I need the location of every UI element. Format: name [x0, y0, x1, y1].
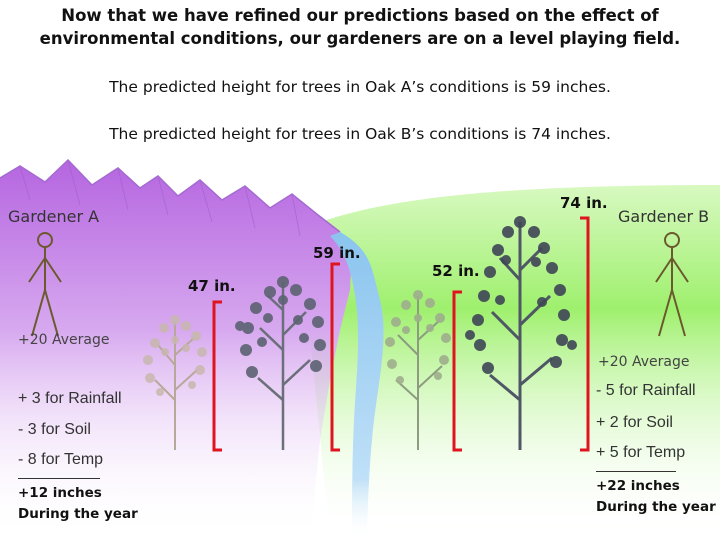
green-field — [300, 185, 720, 540]
bracket-a-short — [212, 300, 222, 452]
gardener-a-total: +12 inches During the year — [18, 483, 138, 525]
gardener-b-total-period: During the year — [596, 499, 716, 515]
gardener-a-sum-rule — [18, 478, 100, 479]
gardener-b-total: +22 inches During the year — [596, 476, 716, 518]
gardener-a-figure — [28, 232, 62, 337]
gardener-b-soil: + 2 for Soil — [596, 414, 673, 431]
tree-b-tall — [465, 216, 577, 450]
gardener-b-sum-rule — [596, 471, 676, 472]
gardener-a-label: Gardener A — [8, 207, 100, 226]
height-label-b-after: 74 in. — [560, 194, 608, 212]
prediction-oak-a: The predicted height for trees in Oak A’… — [109, 78, 611, 96]
height-label-a-before: 47 in. — [188, 277, 236, 295]
gardener-b-rainfall: - 5 for Rainfall — [596, 382, 696, 399]
height-label-b-before: 52 in. — [432, 262, 480, 280]
bracket-a-tall — [330, 262, 340, 452]
prediction-oak-b: The predicted height for trees in Oak B’… — [109, 125, 611, 143]
gardener-b-total-value: +22 inches — [596, 478, 680, 494]
tree-a-short — [143, 315, 207, 450]
gardener-a-rainfall: + 3 for Rainfall — [18, 390, 122, 407]
gardener-a-temp: - 8 for Temp — [18, 451, 104, 468]
gardener-b-label: Gardener B — [618, 207, 710, 226]
mountain-outline — [0, 158, 341, 233]
gardener-a-total-period: During the year — [18, 506, 138, 522]
gardener-a-average: +20 Average — [18, 332, 110, 348]
height-label-a-after: 59 in. — [313, 244, 361, 262]
gardener-b-temp: + 5 for Temp — [596, 444, 686, 461]
bracket-b-tall — [580, 216, 590, 452]
slide-title: Now that we have refined our predictions… — [39, 6, 681, 48]
gardener-a-soil: - 3 for Soil — [18, 421, 91, 438]
gardener-b-figure — [655, 232, 689, 337]
gardener-a-total-value: +12 inches — [18, 485, 102, 501]
bracket-b-short — [452, 290, 462, 452]
tree-a-tall — [235, 276, 326, 450]
tree-b-short — [385, 290, 451, 450]
mountain-ridges — [19, 159, 301, 237]
river — [330, 232, 384, 540]
gardener-b-average: +20 Average — [598, 354, 690, 370]
height-brackets — [212, 216, 590, 452]
